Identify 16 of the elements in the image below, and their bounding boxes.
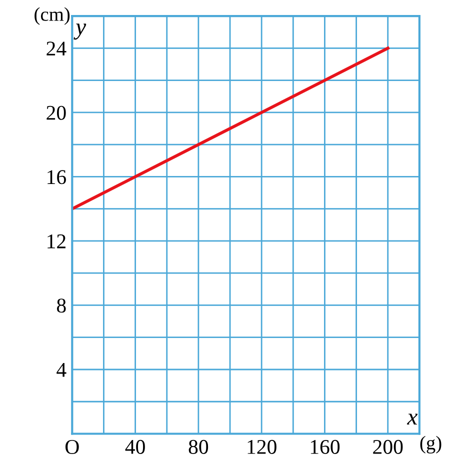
x-tick-label: 160 — [310, 440, 340, 454]
y-tick-label: 4 — [56, 363, 66, 377]
x-tick-label: 40 — [125, 440, 145, 454]
y-tick-label: 16 — [48, 170, 66, 184]
y-tick-label: 8 — [56, 298, 66, 313]
x-tick-label: O — [65, 440, 79, 454]
y-tick-label: 12 — [48, 234, 66, 248]
text: (g) — [420, 436, 442, 454]
text: (cm) — [34, 7, 70, 25]
y-tick-label: 20 — [46, 106, 66, 120]
x-axis-title: x — [406, 414, 418, 425]
x-tick-label: 120 — [248, 440, 276, 454]
y-tick-label: 24 — [46, 42, 66, 56]
x-tick-label: 200 — [373, 440, 403, 454]
y-axis-title: y — [74, 24, 86, 40]
x-tick-label: 80 — [188, 440, 208, 454]
